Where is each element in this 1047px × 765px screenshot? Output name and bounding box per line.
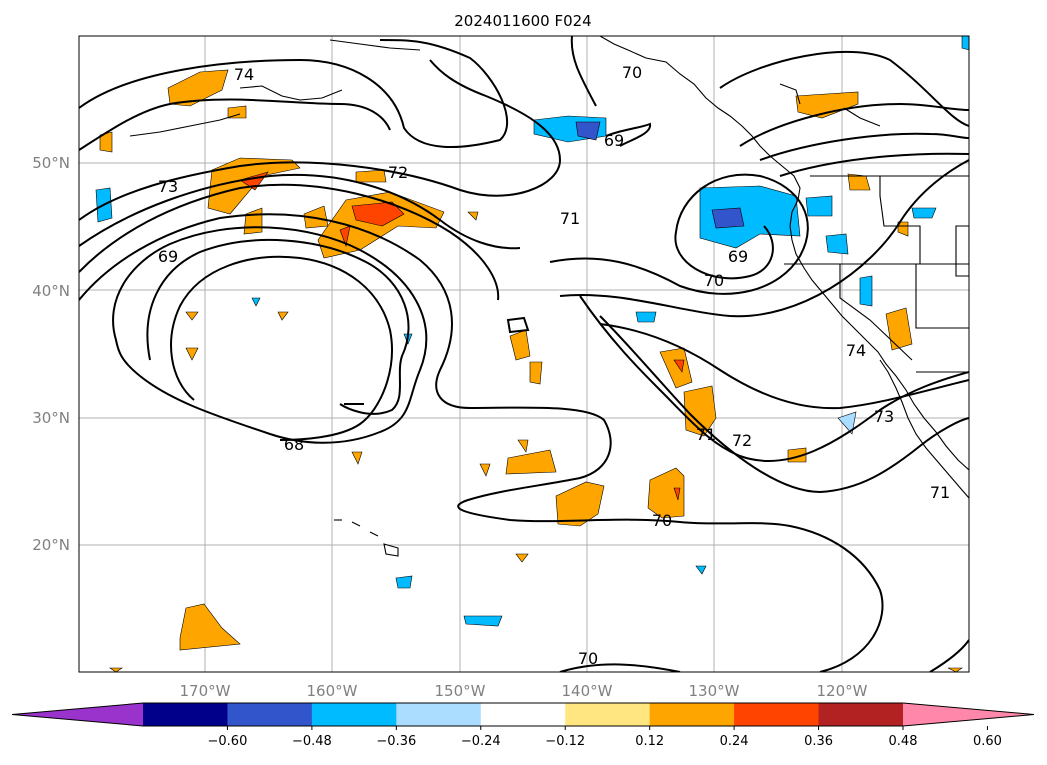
colorbar-tick-label: 0.60 xyxy=(973,734,1002,749)
colorbar-bin xyxy=(565,703,651,726)
lon-label: 120°W xyxy=(817,682,868,700)
colorbar-bin xyxy=(396,703,482,726)
colorbar-extend-high xyxy=(903,703,1034,726)
colorbar-bin xyxy=(818,703,904,726)
colorbar-outline xyxy=(11,702,1035,727)
lat-label: 30°N xyxy=(32,409,70,427)
colorbar-bin xyxy=(649,703,735,726)
gridlines xyxy=(79,36,969,672)
colorbar-bin xyxy=(311,703,397,726)
map-frame xyxy=(78,35,970,673)
lat-label: 20°N xyxy=(32,536,70,554)
contour-label: 74 xyxy=(234,65,254,84)
height-contours xyxy=(79,36,969,672)
colorbar-tick-label: 0.24 xyxy=(720,734,749,749)
contour-label: 70 xyxy=(622,63,642,82)
contour-label: 70 xyxy=(578,649,598,668)
colorbar-bin xyxy=(480,703,566,726)
colorbar-tick-label: −0.48 xyxy=(292,734,332,749)
colorbar-tick-label: 0.48 xyxy=(889,734,918,749)
lon-label: 170°W xyxy=(180,682,231,700)
contour-label: 72 xyxy=(732,431,752,450)
contour-label: 69 xyxy=(604,131,624,150)
colorbar xyxy=(11,702,1035,727)
colorbar-extend-low xyxy=(12,703,143,726)
colorbar-tick-label: −0.60 xyxy=(208,734,248,749)
map-title: 2024011600 F024 xyxy=(454,12,591,30)
contour-label: 74 xyxy=(846,341,866,360)
colorbar-tick-label: −0.24 xyxy=(461,734,501,749)
colorbar-bin xyxy=(734,703,820,726)
colorbar-bin xyxy=(143,703,228,726)
lon-label: 160°W xyxy=(307,682,358,700)
contour-label: 71 xyxy=(930,483,950,502)
contour-label: 71 xyxy=(560,209,580,228)
contour-label: 70 xyxy=(652,511,672,530)
lat-label: 40°N xyxy=(32,282,70,300)
lat-label: 50°N xyxy=(32,154,70,172)
contour-label: 73 xyxy=(874,407,894,426)
colorbar-tick-label: −0.12 xyxy=(545,734,585,749)
contour-label: 68 xyxy=(284,435,304,454)
contour-label: 72 xyxy=(388,163,408,182)
contour-label: 70 xyxy=(704,271,724,290)
colorbar-tick-label: 0.12 xyxy=(635,734,664,749)
colorbar-tick-label: 0.36 xyxy=(804,734,833,749)
contour-label: 69 xyxy=(728,247,748,266)
lon-label: 140°W xyxy=(562,682,613,700)
contour-label: 69 xyxy=(158,247,178,266)
colorbar-ticks: −0.60 −0.48 −0.36 −0.24 −0.12 0.12 0.24 0.36 0.4… xyxy=(208,726,1002,749)
coastlines xyxy=(129,36,969,557)
anomaly-fills xyxy=(95,36,969,672)
contour-label: 73 xyxy=(158,177,178,196)
colorbar-bin xyxy=(227,703,313,726)
lon-label: 130°W xyxy=(689,682,740,700)
lon-label: 150°W xyxy=(435,682,486,700)
colorbar-tick-label: −0.36 xyxy=(376,734,416,749)
contour-labels: 74 73 72 69 68 70 69 71 70 69 70 71 72 7… xyxy=(158,63,950,668)
contour-label: 71 xyxy=(696,425,716,444)
